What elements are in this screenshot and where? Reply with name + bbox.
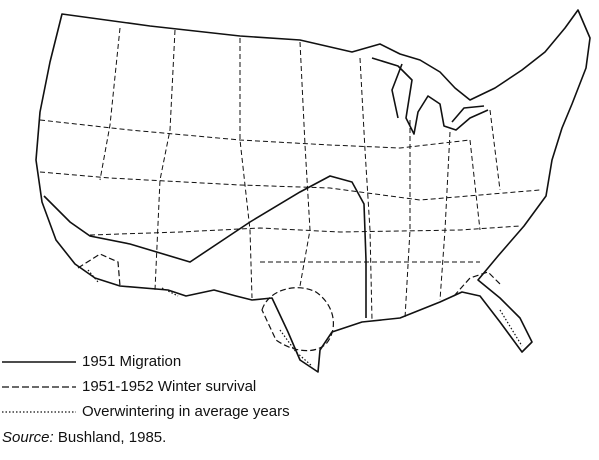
source-label: Source: — [2, 429, 54, 446]
legend-label: 1951-1952 Winter survival — [82, 378, 256, 395]
great-lakes — [371, 57, 489, 135]
legend: 1951 Migration 1951-1952 Winter survival… — [2, 353, 290, 420]
legend-label: Overwintering in average years — [82, 403, 290, 420]
state-lines — [39, 27, 541, 321]
source: Source: Bushland, 1985. — [2, 429, 166, 446]
source-text: Bushland, 1985. — [58, 429, 166, 446]
overwintering-line — [87, 269, 523, 367]
us-outline — [35, 9, 591, 373]
overlays — [43, 175, 523, 367]
migration-line — [43, 175, 367, 318]
us-map — [35, 9, 591, 373]
legend-label: 1951 Migration — [82, 353, 181, 370]
winter-survival-other — [77, 253, 501, 297]
winter-survival-texas — [261, 287, 334, 352]
